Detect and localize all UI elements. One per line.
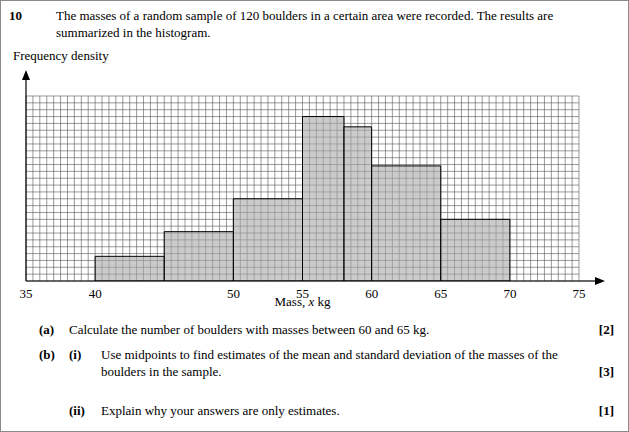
svg-text:50: 50 — [227, 286, 240, 301]
svg-text:60: 60 — [365, 286, 378, 301]
svg-text:75: 75 — [573, 286, 586, 301]
svg-text:70: 70 — [503, 286, 516, 301]
svg-text:65: 65 — [434, 286, 447, 301]
svg-text:35: 35 — [20, 286, 33, 301]
svg-text:40: 40 — [89, 286, 102, 301]
